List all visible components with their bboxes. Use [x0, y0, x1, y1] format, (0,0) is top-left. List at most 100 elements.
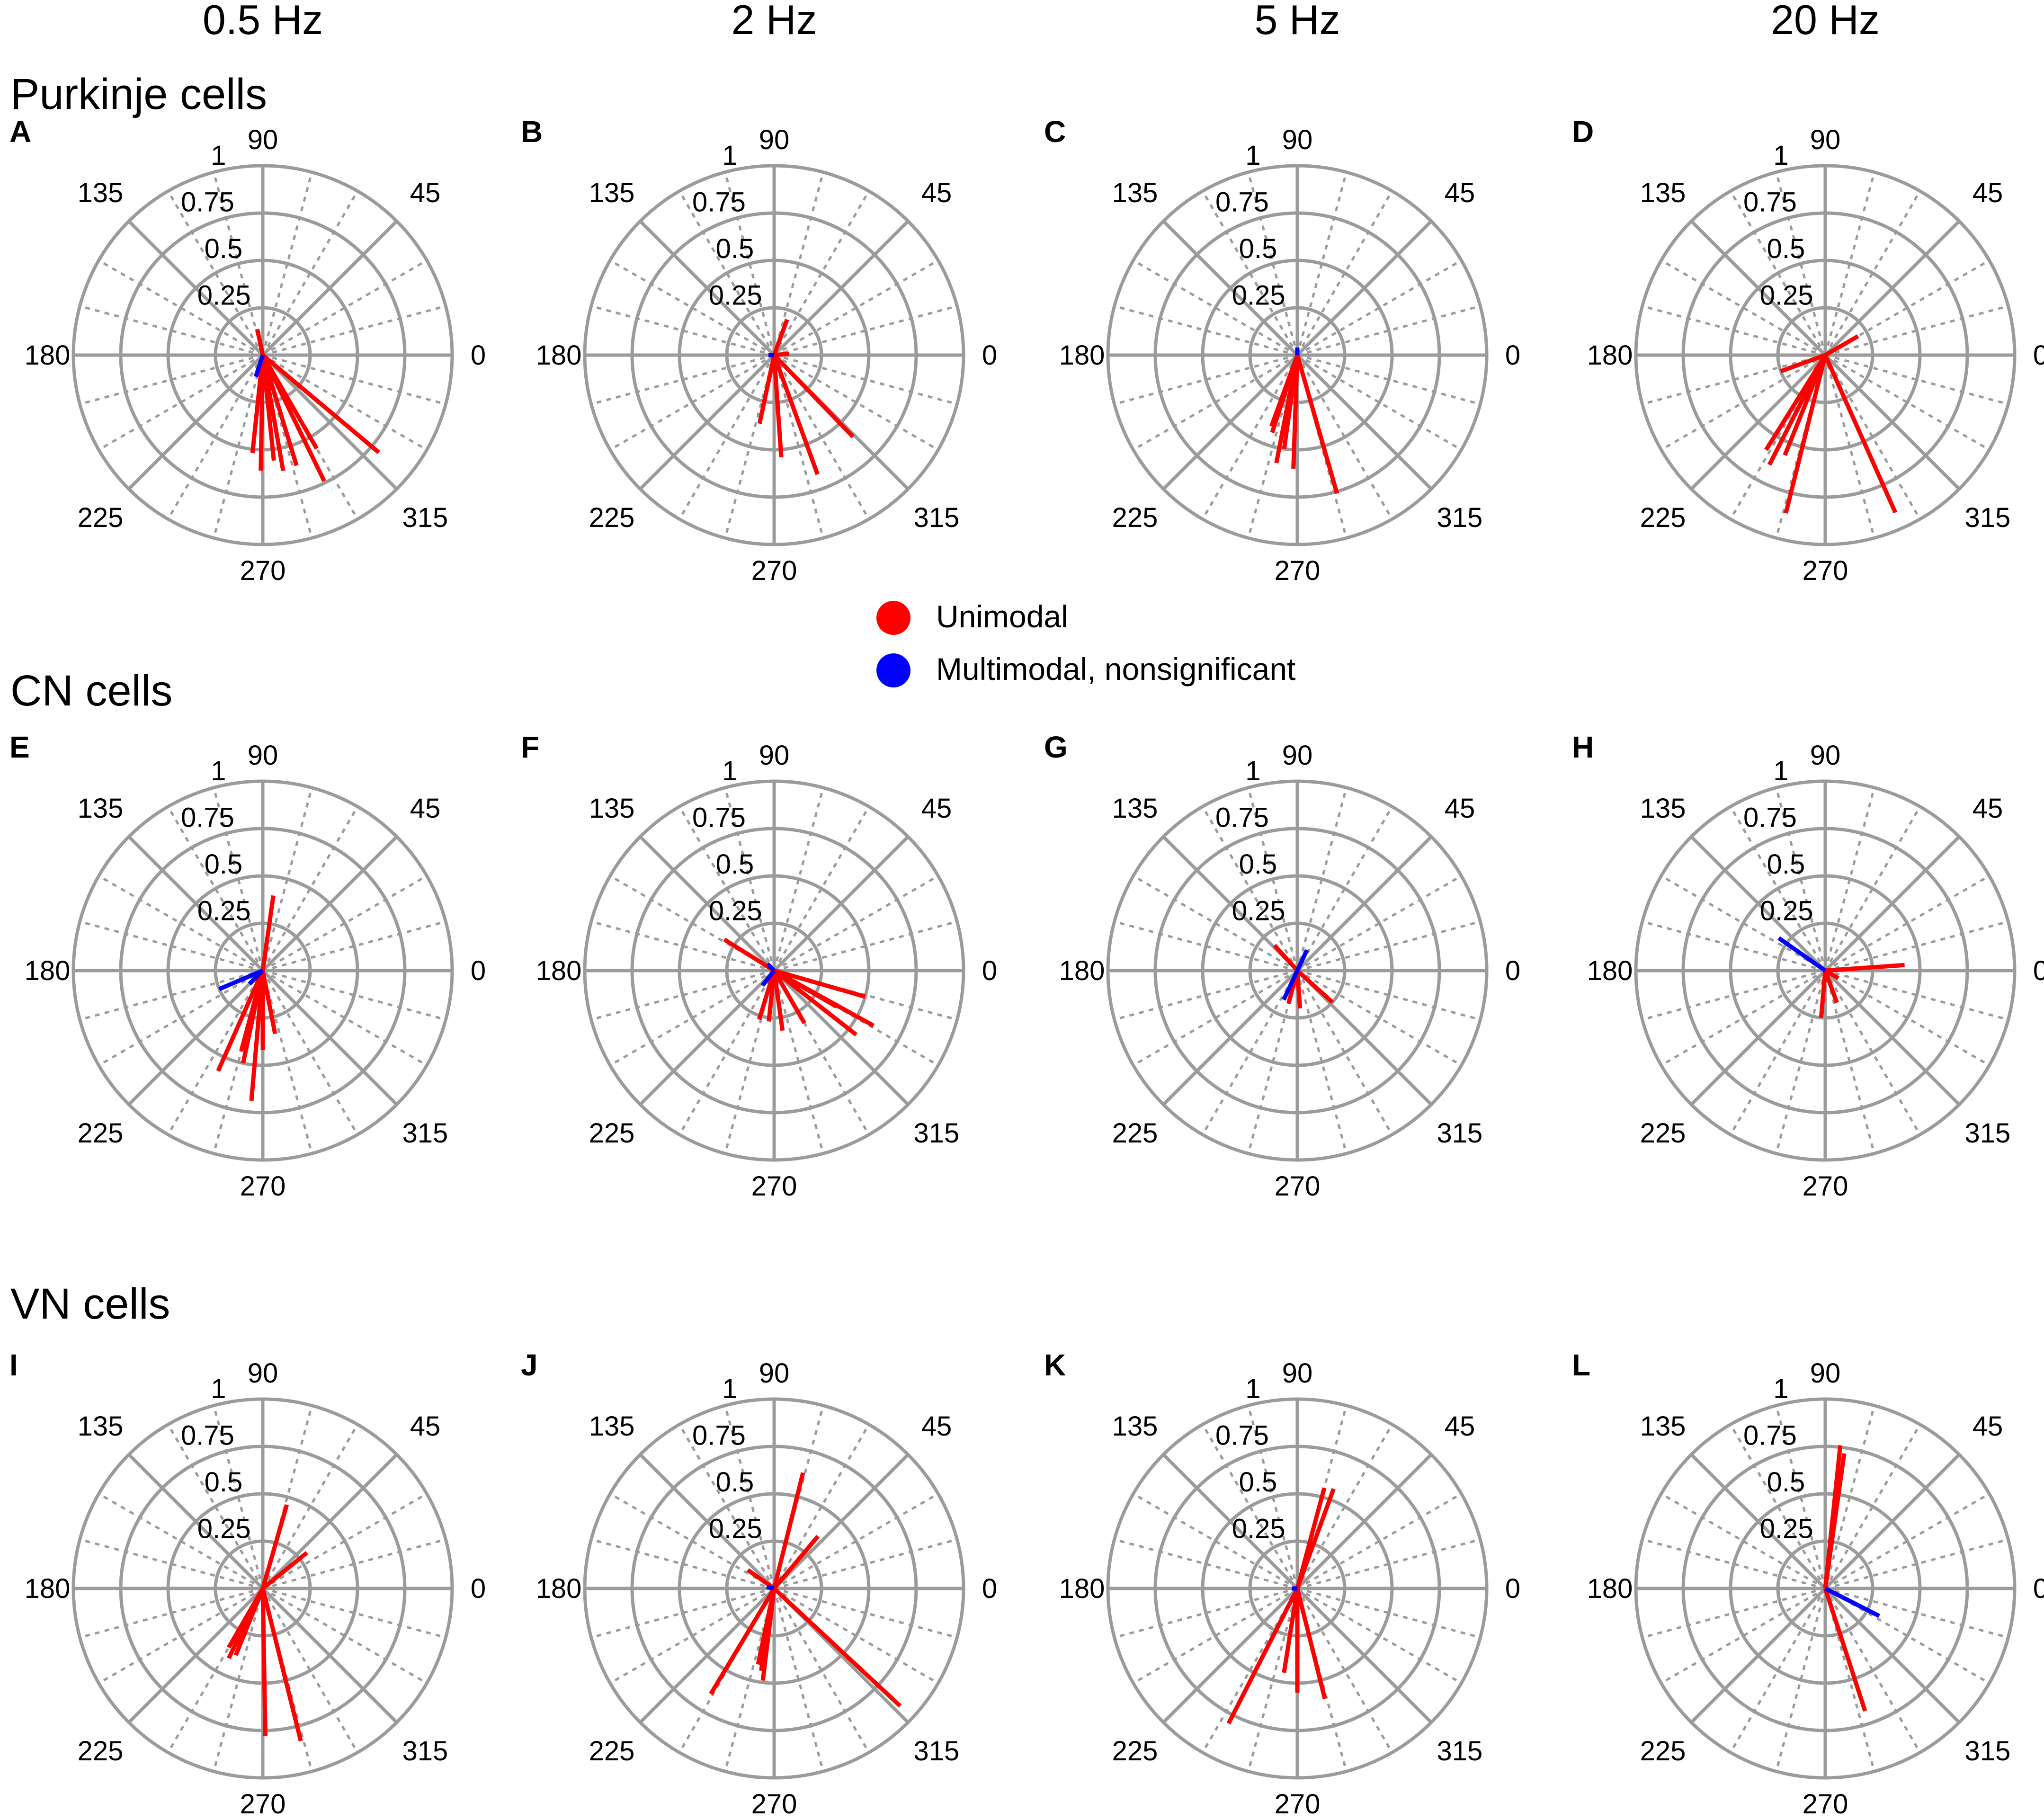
panel-letter-j: J [521, 1348, 538, 1382]
grid-spoke-minor [1201, 806, 1299, 972]
vector-unimodal [1282, 355, 1300, 449]
grid-ring [1106, 1397, 1489, 1780]
grid-ring [1729, 259, 1922, 452]
radial-tick-label: 0.5 [205, 1467, 243, 1498]
grid-spoke-minor [262, 259, 428, 357]
grid-ring [166, 874, 359, 1067]
vector-unimodal [746, 1568, 776, 1590]
grid-spoke-minor [1824, 874, 1990, 972]
angle-tick-label: 90 [759, 125, 790, 155]
grid-spoke-minor [773, 1587, 939, 1685]
grid-spoke-minor [1642, 354, 1826, 405]
grid-spoke-minor [1296, 354, 1462, 451]
grid-spoke-minor [79, 969, 263, 1021]
grid-spoke-minor [1775, 1588, 1827, 1772]
polar-panel-c: C 0 45 90 135 180 225 270 315 0.25 0.5 0.75 1 [1044, 115, 1520, 586]
grid-spoke-minor [773, 874, 939, 972]
grid-spoke-minor [1824, 355, 1875, 539]
angle-tick-label: 315 [914, 1736, 960, 1766]
angle-tick-label: 315 [402, 502, 448, 533]
grid-spoke-minor [1775, 970, 1827, 1154]
radial-tick-label: 1 [1773, 756, 1788, 786]
vector-unimodal [1819, 970, 1828, 1018]
angle-tick-label: 270 [240, 1171, 286, 1202]
vector-unimodal [772, 355, 784, 457]
angle-tick-label: 315 [914, 1118, 960, 1149]
vector-unimodal [757, 355, 777, 424]
grid-spoke-minor [1660, 1587, 1826, 1685]
grid-spoke-minor [678, 1424, 776, 1589]
grid-spoke-minor [609, 259, 775, 357]
grid-ring [678, 259, 871, 452]
angle-tick-label: 180 [1059, 340, 1105, 371]
angle-tick-label: 180 [25, 955, 71, 986]
grid-spoke-minor [261, 806, 359, 972]
grid-ring [1681, 827, 1969, 1115]
grid-spoke-minor [1133, 969, 1298, 1067]
grid-spoke-minor [1824, 171, 1875, 356]
radial-tick-label: 1 [1245, 140, 1260, 171]
grid-spoke-minor [1642, 1538, 1826, 1590]
angle-tick-label: 270 [240, 1789, 286, 1820]
vector-unimodal [772, 969, 806, 1025]
grid-spoke-minor [1297, 354, 1481, 405]
radial-tick-label: 0.5 [1767, 1467, 1805, 1498]
vector-unimodal [773, 968, 866, 999]
grid-spoke-minor [590, 354, 775, 405]
angle-tick-label: 45 [410, 178, 441, 208]
grid-spoke-minor [773, 1424, 870, 1589]
grid-spoke-minor [1247, 1405, 1299, 1589]
grid-spoke-minor [262, 969, 428, 1067]
grid-spoke-minor [262, 1587, 428, 1685]
grid-spoke-minor [1114, 920, 1298, 972]
radial-tick-label: 0.25 [1232, 1514, 1285, 1544]
angle-tick-label: 45 [1445, 793, 1475, 824]
grid-spoke-minor [1133, 874, 1298, 972]
radial-tick-label: 0.75 [181, 187, 234, 218]
angle-tick-label: 0 [982, 1573, 997, 1604]
vector-multimodal [1777, 936, 1827, 972]
grid-ring [1634, 1397, 2017, 1780]
grid-spoke-minor [590, 1538, 775, 1590]
polar-panel-l: L 0 45 90 135 180 225 270 315 0.25 0.5 0.75 1 [1572, 1348, 2044, 1820]
legend: Unimodal Multimodal, nonsignificant [876, 599, 1295, 687]
grid-spoke-minor [773, 171, 824, 356]
angle-tick-label: 90 [1810, 125, 1841, 155]
angle-tick-label: 0 [982, 340, 997, 371]
angle-tick-label: 0 [1505, 955, 1520, 986]
grid-spoke-minor [1296, 969, 1462, 1067]
radial-tick-label: 1 [1245, 1374, 1260, 1404]
angle-tick-label: 180 [1059, 1573, 1105, 1604]
grid-spoke-minor [98, 874, 264, 972]
grid-spoke-minor [213, 1405, 264, 1589]
grid-ring [583, 779, 965, 1162]
polar-panel-e: E 0 45 90 135 180 225 270 315 0.25 0.5 0.75 1 [9, 730, 486, 1202]
angle-tick-label: 225 [78, 1118, 124, 1149]
vector-unimodal [723, 937, 776, 972]
angle-tick-label: 180 [25, 1573, 71, 1604]
grid-spoke-minor [261, 1588, 359, 1753]
grid-spoke-minor [1660, 354, 1826, 451]
grid-spoke-minor [213, 787, 264, 971]
radial-tick-label: 1 [722, 756, 737, 786]
grid-spoke-minor [1296, 1588, 1393, 1753]
grid-spoke-minor [1296, 1424, 1393, 1589]
vector-unimodal [772, 354, 820, 475]
angle-tick-label: 270 [751, 1171, 797, 1202]
grid-spoke-minor [261, 970, 359, 1135]
grid-spoke-minor [774, 1587, 958, 1639]
vector-unimodal [1824, 969, 1839, 980]
radial-tick-label: 1 [211, 140, 226, 171]
vector-unimodal [709, 1587, 776, 1695]
grid-spoke-minor [98, 1587, 264, 1685]
grid-spoke-minor [1824, 354, 1921, 520]
grid-spoke-minor [262, 1587, 446, 1639]
angle-tick-label: 315 [402, 1118, 448, 1149]
angle-tick-label: 45 [410, 1411, 441, 1442]
grid-spoke-minor [1296, 874, 1462, 972]
grid-spoke-minor [773, 354, 870, 520]
panel-letter-e: E [9, 730, 30, 764]
grid-spoke-minor [167, 1424, 264, 1589]
angle-tick-label: 90 [248, 125, 278, 155]
